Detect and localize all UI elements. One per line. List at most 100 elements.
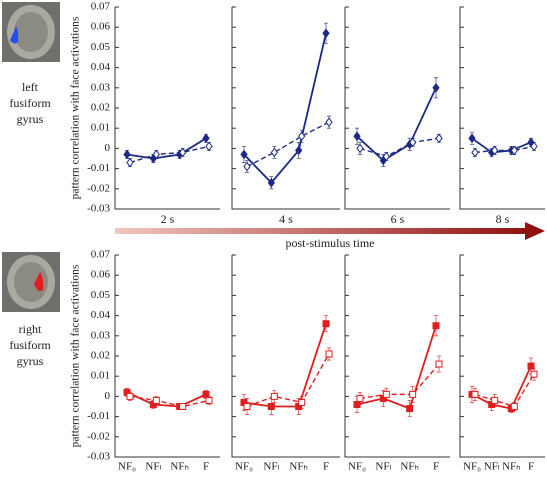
y-tick-label: 0.06 — [91, 21, 111, 33]
series-line — [126, 137, 207, 160]
brain-image-right — [2, 252, 60, 312]
x-tick-label: NFₗ — [263, 461, 279, 473]
marker — [126, 157, 134, 168]
x-tick-label: NFₕ — [289, 461, 308, 473]
x-tick-label: NFₗ — [375, 461, 391, 473]
series-line — [471, 365, 532, 410]
side-label: fusiform — [9, 338, 51, 352]
marker — [491, 145, 499, 156]
marker — [432, 322, 440, 330]
marker — [435, 360, 443, 368]
axis-line — [344, 7, 450, 210]
series-line — [474, 145, 535, 154]
marker — [267, 403, 275, 410]
axis-line — [114, 255, 220, 458]
marker — [243, 403, 251, 410]
marker — [527, 362, 535, 370]
y-tick-label: 0.04 — [91, 61, 111, 73]
x-tick-label: NFₗ — [484, 461, 500, 473]
y-axis-label: pattern correlation with face activation… — [70, 16, 82, 199]
y-tick-label: 0.07 — [91, 1, 111, 13]
panel-title: 6 s — [391, 212, 405, 226]
axis-line — [344, 255, 450, 458]
y-tick-label: 0.05 — [91, 41, 111, 53]
marker — [322, 28, 330, 39]
panel-title: 8 s — [496, 212, 510, 226]
series-line — [471, 137, 532, 154]
series-line — [129, 395, 210, 408]
x-tick-label: F — [433, 461, 439, 473]
y-tick-label: 0.02 — [91, 102, 110, 114]
marker — [152, 396, 160, 404]
axis-line — [231, 7, 340, 210]
y-tick-label: -0.03 — [87, 203, 110, 215]
series-line — [359, 137, 440, 158]
y-tick-label: 0.07 — [91, 249, 111, 261]
x-tick-label: NFₕ — [502, 461, 521, 473]
y-tick-label: 0 — [105, 390, 111, 402]
marker — [123, 149, 131, 160]
marker — [530, 141, 538, 152]
x-tick-label: NFₗ — [145, 461, 161, 473]
y-axis-label: pattern correlation with face activation… — [70, 264, 82, 447]
marker — [406, 405, 414, 413]
series-line — [356, 87, 437, 162]
y-tick-label: 0.06 — [91, 269, 111, 281]
y-tick-label: -0.02 — [87, 430, 110, 442]
marker — [179, 147, 187, 158]
marker — [468, 133, 476, 144]
y-tick-label: -0.01 — [87, 410, 110, 422]
y-tick-label: 0.05 — [91, 289, 111, 301]
marker — [491, 396, 499, 404]
y-tick-label: 0.01 — [91, 122, 110, 134]
series-line — [243, 323, 327, 408]
y-tick-label: -0.02 — [87, 182, 110, 194]
marker — [325, 117, 333, 127]
y-tick-label: 0.04 — [91, 309, 111, 321]
y-tick-label: 0.03 — [91, 81, 111, 93]
marker — [298, 398, 306, 406]
x-tick-label: F — [528, 461, 534, 473]
side-label: fusiform — [9, 96, 51, 110]
marker — [179, 403, 187, 410]
series-line — [246, 353, 330, 408]
axis-line — [231, 255, 340, 458]
panel-title: 4 s — [279, 212, 293, 226]
marker — [322, 320, 330, 328]
y-tick-label: -0.03 — [87, 451, 110, 463]
x-tick-label: F — [203, 461, 209, 473]
marker — [382, 390, 390, 398]
side-label: gyrus — [17, 112, 44, 126]
marker — [471, 390, 479, 398]
x-axis-label: post-stimulus time — [285, 236, 374, 250]
axis-line — [459, 255, 545, 458]
series-line — [356, 325, 437, 410]
panel-title: 2 s — [161, 212, 175, 226]
x-tick-label: NF₀ — [348, 461, 366, 473]
y-tick-label: -0.01 — [87, 162, 110, 174]
axis-line — [459, 7, 545, 210]
x-tick-label: F — [323, 461, 329, 473]
marker — [267, 177, 275, 188]
side-label: left — [22, 80, 39, 94]
marker — [243, 161, 251, 172]
marker — [353, 131, 361, 142]
marker — [432, 82, 440, 93]
side-label: right — [19, 322, 42, 336]
marker — [530, 370, 538, 378]
marker — [356, 143, 364, 154]
x-tick-label: NF₀ — [118, 461, 136, 473]
y-tick-label: 0.02 — [91, 350, 110, 362]
marker — [295, 145, 303, 156]
marker — [270, 392, 278, 400]
marker — [325, 350, 333, 358]
series-line — [243, 33, 327, 185]
series-line — [246, 121, 330, 168]
time-arrow — [115, 222, 545, 240]
series-line — [359, 363, 440, 400]
axis-line — [114, 7, 220, 210]
marker — [126, 392, 134, 400]
marker — [510, 145, 518, 156]
marker — [409, 390, 417, 398]
